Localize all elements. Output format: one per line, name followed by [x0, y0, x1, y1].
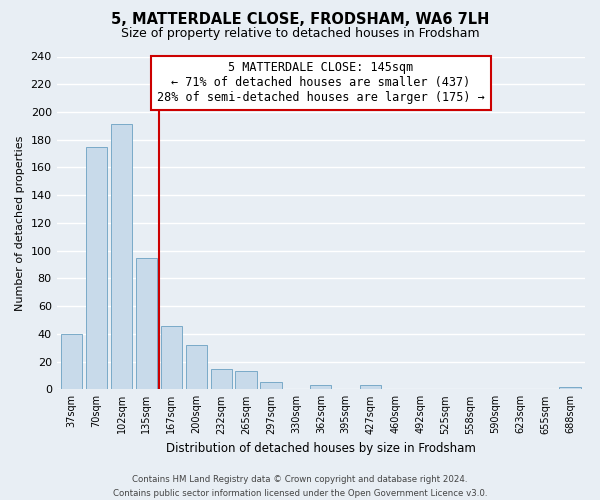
Bar — [260, 382, 281, 390]
Bar — [310, 385, 331, 390]
Text: Size of property relative to detached houses in Frodsham: Size of property relative to detached ho… — [121, 28, 479, 40]
Bar — [185, 345, 207, 390]
Bar — [235, 372, 257, 390]
Text: 5, MATTERDALE CLOSE, FRODSHAM, WA6 7LH: 5, MATTERDALE CLOSE, FRODSHAM, WA6 7LH — [111, 12, 489, 28]
X-axis label: Distribution of detached houses by size in Frodsham: Distribution of detached houses by size … — [166, 442, 476, 455]
Text: 5 MATTERDALE CLOSE: 145sqm
← 71% of detached houses are smaller (437)
28% of sem: 5 MATTERDALE CLOSE: 145sqm ← 71% of deta… — [157, 62, 485, 104]
Bar — [86, 146, 107, 390]
Bar — [360, 385, 381, 390]
Bar — [161, 326, 182, 390]
Bar — [211, 368, 232, 390]
Text: Contains HM Land Registry data © Crown copyright and database right 2024.
Contai: Contains HM Land Registry data © Crown c… — [113, 476, 487, 498]
Bar — [111, 124, 132, 390]
Bar — [559, 386, 581, 390]
Y-axis label: Number of detached properties: Number of detached properties — [15, 135, 25, 310]
Bar — [61, 334, 82, 390]
Bar — [136, 258, 157, 390]
